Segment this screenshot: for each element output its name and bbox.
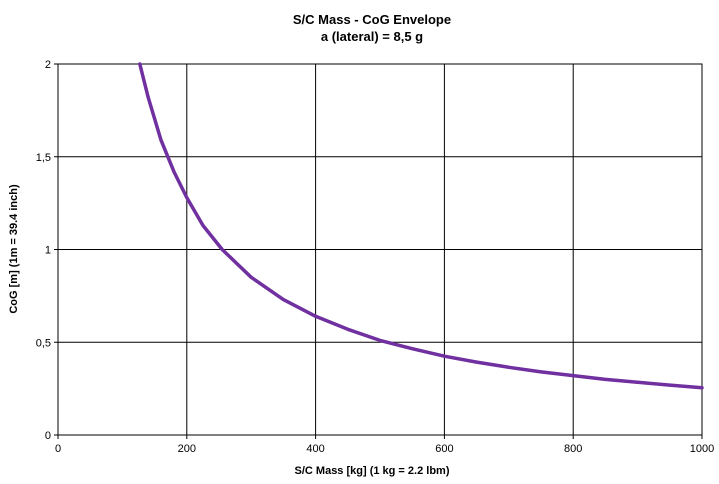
y-tick-label: 0,5 xyxy=(36,337,51,349)
y-tick-label: 2 xyxy=(45,59,51,71)
x-tick-label: 600 xyxy=(435,443,453,455)
y-axis-label: CoG [m] (1m = 39.4 inch) xyxy=(8,184,20,314)
x-tick-label: 0 xyxy=(55,443,61,455)
x-tick-label: 400 xyxy=(306,443,324,455)
y-tick-label: 0 xyxy=(45,430,51,442)
y-tick-label: 1 xyxy=(45,245,51,257)
plot-area: 0 200 400 600 800 1000 0 0,5 1 1,5 2 xyxy=(36,59,715,455)
chart-subtitle: a (lateral) = 8,5 g xyxy=(321,29,423,44)
x-tick-label: 800 xyxy=(564,443,582,455)
y-tick-label: 1,5 xyxy=(36,152,51,164)
x-tick-label: 1000 xyxy=(690,443,714,455)
chart-title: S/C Mass - CoG Envelope xyxy=(293,12,451,27)
series-line xyxy=(138,62,704,390)
x-axis-label: S/C Mass [kg] (1 kg = 2.2 lbm) xyxy=(295,465,450,477)
plot-frame xyxy=(57,63,703,436)
x-tick-label: 200 xyxy=(178,443,196,455)
